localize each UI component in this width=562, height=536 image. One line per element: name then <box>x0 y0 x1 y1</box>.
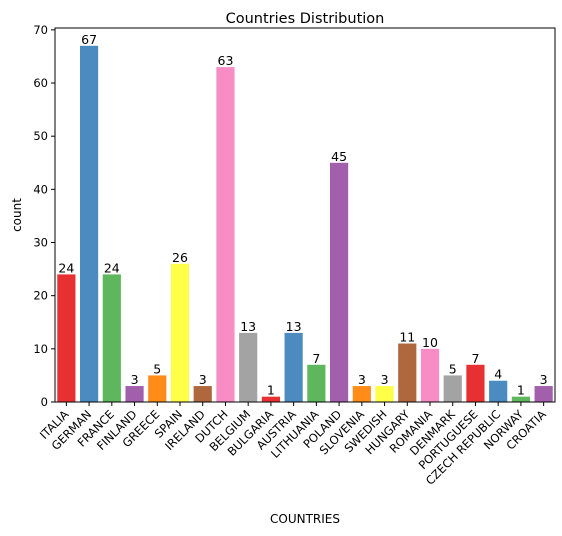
bar-value-label: 10 <box>422 335 438 350</box>
x-axis: ITALIAGERMANFRANCEFINLANDGREECESPAINIREL… <box>37 402 549 488</box>
bar-value-label: 24 <box>104 260 120 275</box>
bar-value-label: 3 <box>131 372 139 387</box>
bar-norway <box>511 396 530 402</box>
bar-value-label: 3 <box>381 372 389 387</box>
bar-dutch <box>216 67 235 403</box>
plot-frame <box>54 27 556 403</box>
y-tick-label: 0 <box>41 395 48 409</box>
y-tick-label: 50 <box>33 129 48 143</box>
bar-austria <box>284 332 303 402</box>
bar-belgium <box>239 332 258 402</box>
bar-portuguese <box>466 364 485 402</box>
bar-value-label: 7 <box>471 351 479 366</box>
bar-denmark <box>443 375 462 402</box>
bar-romania <box>420 348 440 402</box>
bar-finland <box>125 386 144 402</box>
bar-hungary <box>398 343 417 402</box>
bar-slovenia <box>352 386 371 402</box>
bar-value-label: 63 <box>218 53 234 68</box>
bar-croatia <box>534 386 553 402</box>
bar-value-label: 13 <box>240 319 256 334</box>
bar-poland <box>330 162 349 402</box>
bar-ireland <box>193 386 212 402</box>
bar-value-label: 26 <box>172 250 188 265</box>
y-tick-label: 60 <box>33 76 48 90</box>
bar-value-label: 11 <box>399 330 415 345</box>
bar-value-label: 5 <box>153 361 161 376</box>
y-tick-label: 30 <box>33 236 48 250</box>
bar-value-label: 5 <box>449 361 457 376</box>
bar-spain <box>170 263 190 402</box>
chart-title: Countries Distribution <box>226 11 385 27</box>
x-axis-label: COUNTRIES <box>270 512 340 526</box>
y-axis-label: count <box>10 198 24 232</box>
y-tick-label: 20 <box>33 289 48 303</box>
bar-france <box>102 274 121 402</box>
y-tick-label: 40 <box>33 182 48 196</box>
bar-value-label: 13 <box>286 319 302 334</box>
bar-value-label: 7 <box>312 351 320 366</box>
bar-value-label: 4 <box>494 367 502 382</box>
bar-value-label: 3 <box>358 372 366 387</box>
bar-greece <box>148 375 167 402</box>
bar-bulgaria <box>261 396 280 402</box>
bar-value-label: 67 <box>81 32 97 47</box>
bar-italia <box>57 274 76 402</box>
bar-value-label: 1 <box>517 383 525 398</box>
y-axis: 0 10 20 30 40 50 60 70 <box>33 23 55 409</box>
bar-czech-republic <box>489 380 508 402</box>
bar-value-label: 3 <box>199 372 207 387</box>
y-tick-label: 70 <box>33 23 48 37</box>
bar-lithuania <box>307 364 326 402</box>
bar-value-label: 1 <box>267 383 275 398</box>
bars-group <box>57 45 553 403</box>
bar-german <box>80 45 99 403</box>
bar-value-label: 24 <box>58 260 74 275</box>
bar-value-label: 3 <box>540 372 548 387</box>
bar-swedish <box>375 386 394 402</box>
y-tick-label: 10 <box>33 342 48 356</box>
bar-value-label: 45 <box>331 149 347 164</box>
